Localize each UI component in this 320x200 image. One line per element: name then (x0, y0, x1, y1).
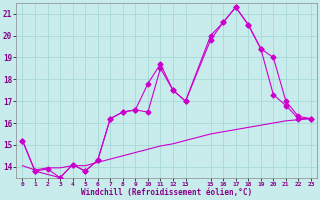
X-axis label: Windchill (Refroidissement éolien,°C): Windchill (Refroidissement éolien,°C) (81, 188, 252, 197)
